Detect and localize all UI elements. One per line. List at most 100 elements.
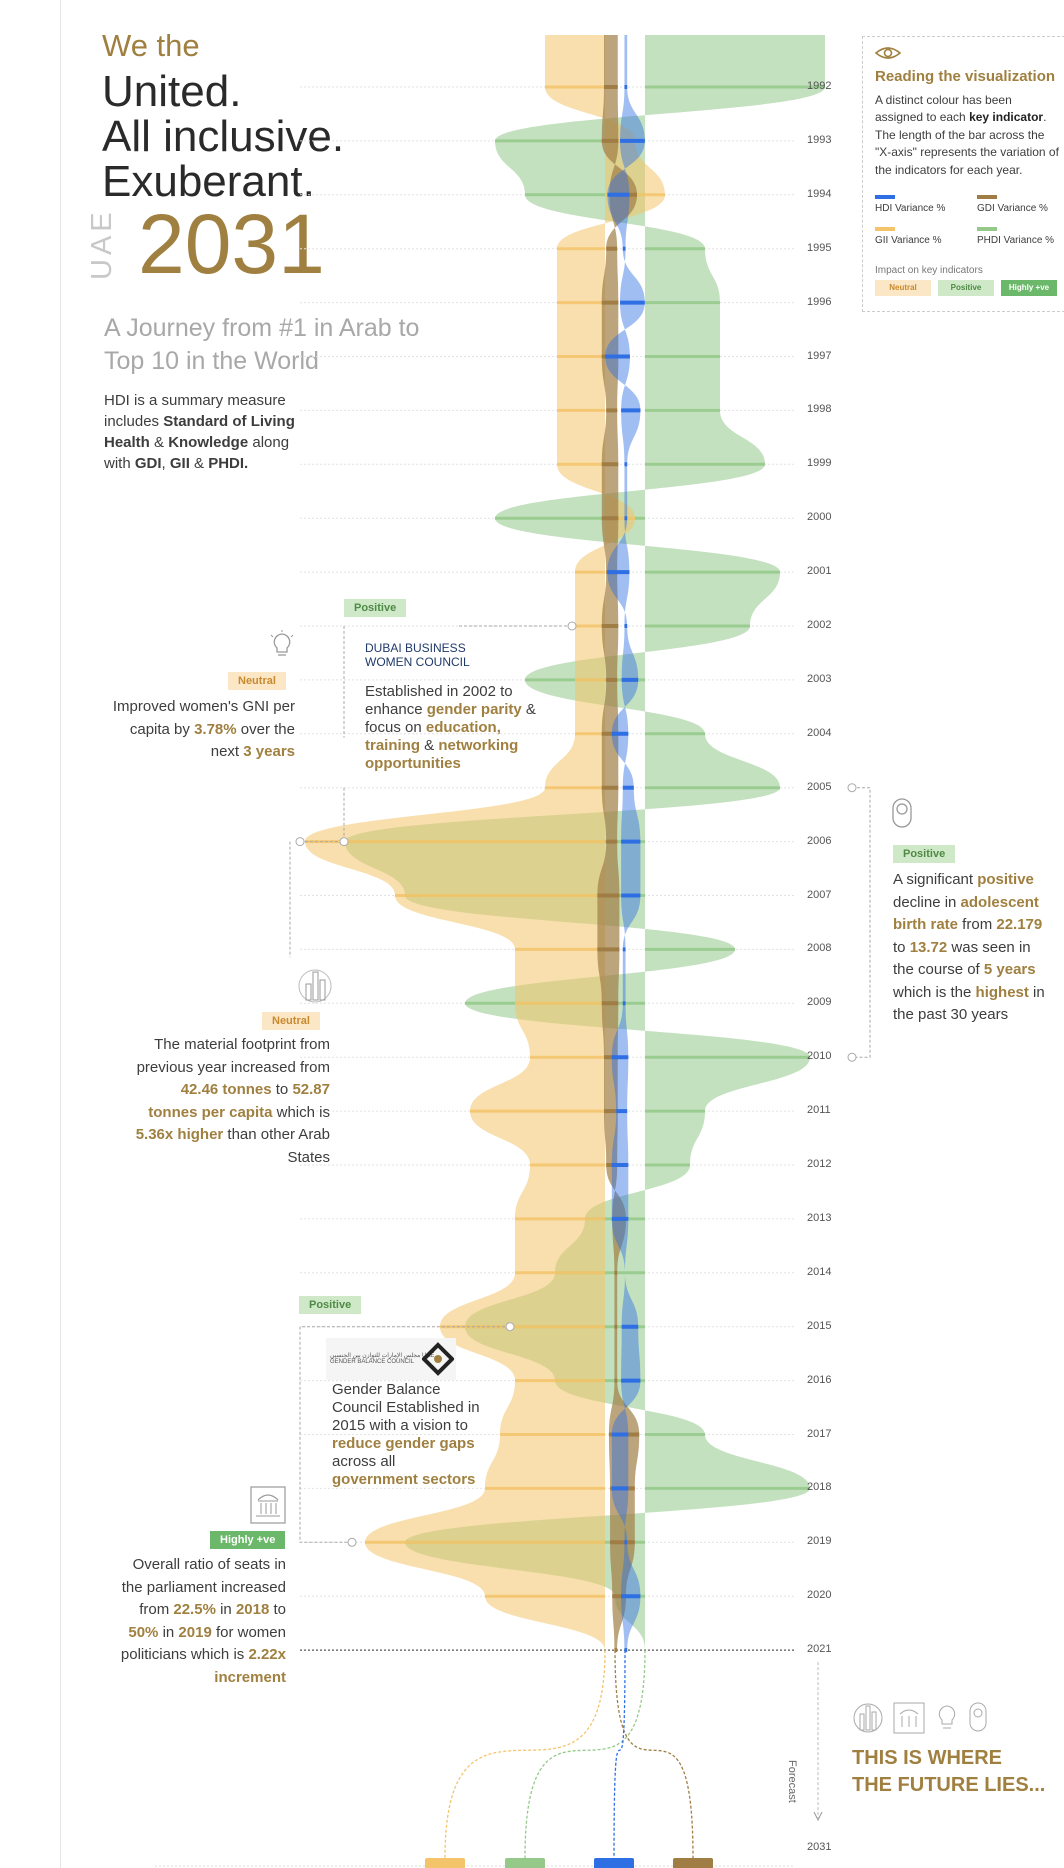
- forecast-arrowhead: [813, 1811, 823, 1822]
- year-label: 2012: [807, 1158, 832, 1170]
- future-tagline: THIS IS WHERE THE FUTURE LIES...: [852, 1745, 1045, 1799]
- stream-gii: [305, 35, 665, 1651]
- tag-2019-highly-positive: Highly +ve: [210, 1531, 286, 1549]
- year-label: 1996: [807, 295, 832, 308]
- year-label: 2013: [807, 1211, 832, 1224]
- ann-bold: 2018: [235, 1601, 270, 1618]
- ann-bold: 5.36x higher: [135, 1126, 224, 1143]
- future-line: THE FUTURE LIES...: [852, 1774, 1046, 1796]
- year-label: 2005: [807, 780, 832, 793]
- year-label: 1997: [807, 349, 832, 362]
- legend-swatch-hdi: [875, 195, 895, 199]
- legend-chip-neutral: Neutral: [875, 280, 931, 296]
- gender-balance-council-logo: مجلس الإمارات للتوازن بين الجنسين UAE GE…: [326, 1338, 456, 1380]
- year-label: 2014: [807, 1265, 832, 1278]
- legend-description: A distinct colour has been assigned to e…: [875, 92, 1060, 179]
- intro-bold: PHDI.: [208, 455, 249, 472]
- ann-text: to: [271, 1081, 293, 1098]
- chart-streams: [305, 35, 825, 1653]
- ann-bold: 13.72: [909, 938, 948, 956]
- annotation-2006-text: A significant positive decline in adoles…: [893, 869, 1053, 1027]
- header-line-united: United.: [102, 67, 242, 116]
- forecast-chip-phdi: [505, 1858, 545, 1868]
- eye-icon: [874, 47, 902, 59]
- header-line-exuberant: Exuberant.: [102, 157, 315, 206]
- connector-dot: [847, 1052, 857, 1062]
- connector-dot: [505, 1322, 515, 1332]
- connector-dot: [347, 1537, 357, 1547]
- ann-text: than other Arab States: [223, 1126, 330, 1166]
- dbwc-logo: DUBAI BUSINESS WOMEN COUNCIL: [365, 641, 470, 670]
- ann-text: Improved women's GNI per capita by: [112, 698, 295, 738]
- year-label: 2019: [807, 1535, 832, 1548]
- legend-swatch-gdi: [977, 195, 997, 199]
- year-label: 2008: [807, 942, 832, 955]
- legend-swatch-gii: [875, 227, 895, 231]
- intro-text: ,: [161, 455, 170, 472]
- connector-dot: [567, 621, 577, 631]
- annotation-connectors: [289, 621, 871, 1547]
- ann-bold: 22.5%: [173, 1601, 216, 1618]
- header-subtitle: A Journey from #1 in Arab to Top 10 in t…: [104, 314, 420, 375]
- ann-text: Overall ratio of seats in the parliament…: [121, 1556, 286, 1618]
- annotation-2005-text: Improved women's GNI per capita by 3.78%…: [110, 696, 295, 764]
- tag-2010-neutral: Neutral: [262, 1012, 320, 1030]
- forecast-line-gdi: [614, 1650, 694, 1859]
- year-label: 2001: [807, 565, 832, 578]
- ann-text: in: [215, 1601, 236, 1618]
- year-label: 1992: [807, 80, 832, 92]
- legend-desc-text: . The length of the bar across the "X-ax…: [875, 110, 1059, 177]
- year-label: 2007: [807, 888, 832, 901]
- legend-chip-highly-positive: Highly +ve: [1001, 280, 1057, 296]
- city-towers-icon: [298, 969, 332, 1003]
- ann-text: for women politicians which is: [120, 1623, 286, 1664]
- chart-forecast: [425, 1650, 823, 1868]
- connector-dot: [847, 783, 857, 793]
- legend-box: [862, 36, 1064, 312]
- year-label: 2011: [807, 1104, 831, 1117]
- year-label: 2015: [807, 1319, 832, 1332]
- ann-bold: 3 years: [243, 743, 295, 760]
- ann-text: to: [893, 938, 910, 956]
- ann-bold: 22.179: [996, 916, 1043, 933]
- legend-desc-bold: key indicator: [969, 110, 1044, 125]
- year-label: 1998: [807, 403, 832, 416]
- ann-bold: adolescent birth rate: [893, 893, 1039, 934]
- ann-text: A significant: [893, 871, 978, 888]
- year-label: 2002: [807, 619, 832, 631]
- year-label: 2009: [807, 996, 832, 1009]
- ann-bold: 5 years: [983, 961, 1036, 978]
- baby-icon: [892, 798, 912, 828]
- annotation-2015-text: Gender Balance Council Established in 20…: [332, 1381, 482, 1489]
- ann-bold: networking opportunities: [365, 737, 519, 772]
- baby-icon: [969, 1702, 987, 1732]
- parliament-icon: [250, 1486, 286, 1524]
- year-label: 2003: [807, 672, 832, 685]
- footer-icons: [853, 1702, 987, 1734]
- forecast-chip-hdi: [594, 1858, 634, 1868]
- left-margin-rule: [60, 0, 61, 1868]
- connector-2005: [300, 787, 345, 843]
- ann-text: Gender Balance Council Established in 20…: [332, 1381, 480, 1434]
- header-intro: HDI is a summary measure includes Standa…: [104, 390, 314, 474]
- header-year: 2031: [138, 197, 325, 291]
- parliament-icon: [893, 1702, 925, 1734]
- legend-impact-label: Impact on key indicators: [875, 265, 983, 276]
- tag-2005-neutral: Neutral: [228, 672, 286, 690]
- intro-bold: GDI: [134, 455, 162, 472]
- intro-bold: Standard of Living Health: [104, 413, 295, 451]
- ann-text: & focus on: [365, 701, 536, 736]
- intro-bold: GII: [169, 455, 190, 472]
- ann-bold: 50%: [128, 1623, 159, 1641]
- connector-dot: [339, 837, 349, 847]
- forecast-line-hdi: [613, 1650, 626, 1859]
- legend-desc-text: A distinct colour has been assigned to e…: [875, 93, 1012, 125]
- ann-text: The material footprint from previous yea…: [136, 1036, 330, 1076]
- forecast-chip-gdi: [673, 1858, 713, 1868]
- legend-item-gdi: GDI Variance %: [977, 203, 1048, 214]
- year-label: 2031: [807, 1841, 832, 1853]
- year-label: 2017: [807, 1427, 832, 1440]
- connector-2006: [852, 787, 871, 1058]
- year-label: 2016: [807, 1373, 832, 1386]
- gbc-logo-mark: [422, 1342, 454, 1376]
